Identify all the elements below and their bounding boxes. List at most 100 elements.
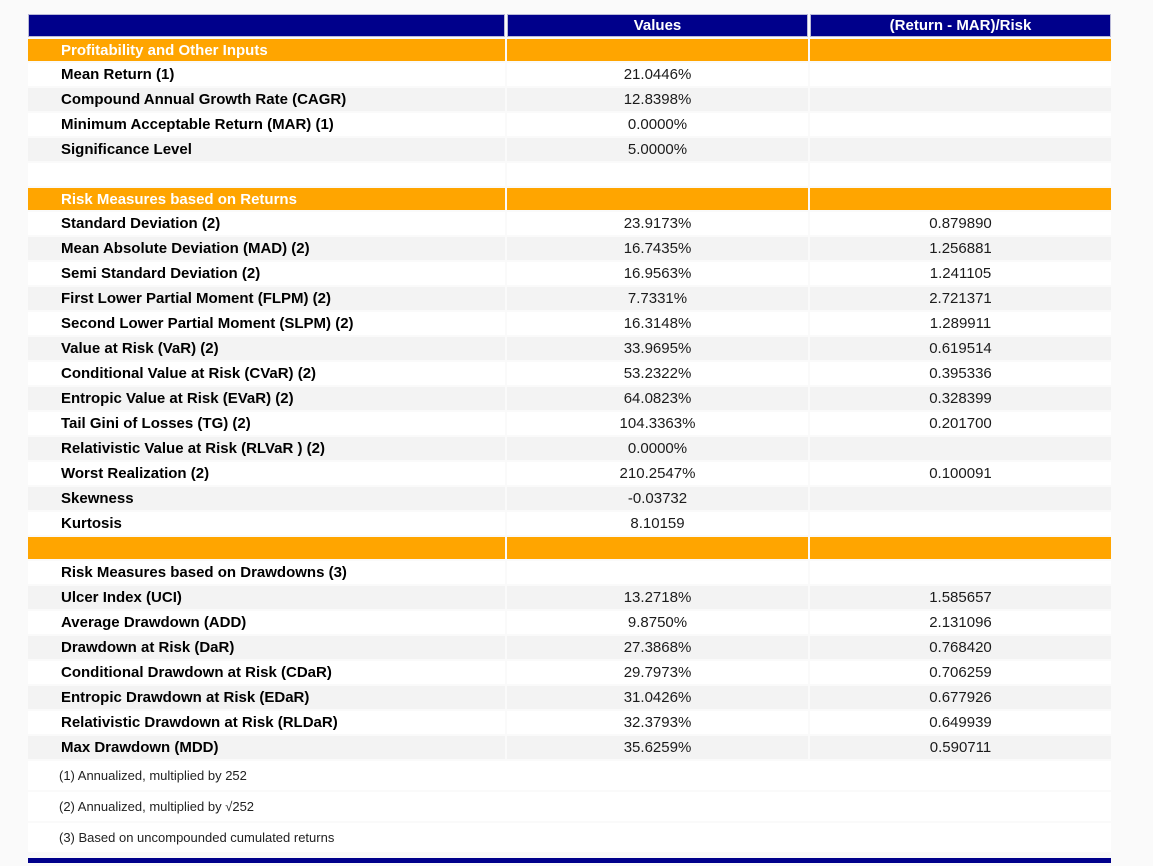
column-header-values: Values — [507, 14, 808, 37]
row-label: Relativistic Drawdown at Risk (RLDaR) — [28, 711, 505, 734]
section-cell — [810, 39, 1111, 61]
row-label: Relativistic Value at Risk (RLVaR ) (2) — [28, 437, 505, 460]
footnote-text: (1) Annualized, multiplied by 252 — [28, 761, 1111, 790]
footnote-row: (3) Based on uncompounded cumulated retu… — [28, 823, 1111, 852]
footnote-text: (2) Annualized, multiplied by √252 — [28, 792, 1111, 821]
spacer-cell — [507, 163, 808, 186]
row-value: 13.2718% — [507, 586, 808, 609]
table-row: Kurtosis 8.10159 — [28, 512, 1111, 535]
row-value: 16.7435% — [507, 237, 808, 260]
row-label: Drawdown at Risk (DaR) — [28, 636, 505, 659]
footnote-row: (1) Annualized, multiplied by 252 — [28, 761, 1111, 790]
table-row: Skewness -0.03732 — [28, 487, 1111, 510]
row-label: Risk Measures based on Drawdowns (3) — [28, 561, 505, 584]
table-bottom-border — [28, 858, 1111, 863]
row-label: Max Drawdown (MDD) — [28, 736, 505, 759]
section-cell — [507, 39, 808, 61]
table-row: Compound Annual Growth Rate (CAGR) 12.839… — [28, 88, 1111, 111]
row-ratio: 0.100091 — [810, 462, 1111, 485]
row-label: Worst Realization (2) — [28, 462, 505, 485]
row-ratio — [810, 88, 1111, 111]
row-ratio — [810, 437, 1111, 460]
row-label: Minimum Acceptable Return (MAR) (1) — [28, 113, 505, 136]
table-row: Relativistic Drawdown at Risk (RLDaR) 32.… — [28, 711, 1111, 734]
row-ratio: 0.590711 — [810, 736, 1111, 759]
row-value: 33.9695% — [507, 337, 808, 360]
report-table-body: Profitability and Other Inputs Mean Retur… — [28, 39, 1111, 852]
row-ratio — [810, 487, 1111, 510]
row-label: Second Lower Partial Moment (SLPM) (2) — [28, 312, 505, 335]
table-row: Standard Deviation (2) 23.9173% 0.879890 — [28, 212, 1111, 235]
row-label: Entropic Value at Risk (EVaR) (2) — [28, 387, 505, 410]
row-ratio: 0.768420 — [810, 636, 1111, 659]
spacer-cell — [28, 163, 505, 186]
row-label: Value at Risk (VaR) (2) — [28, 337, 505, 360]
row-value: 210.2547% — [507, 462, 808, 485]
row-label: Average Drawdown (ADD) — [28, 611, 505, 634]
section-cell — [810, 188, 1111, 210]
row-ratio: 0.879890 — [810, 212, 1111, 235]
section-cell — [810, 537, 1111, 559]
table-row: Risk Measures based on Drawdowns (3) — [28, 561, 1111, 584]
row-value: 16.3148% — [507, 312, 808, 335]
column-header-blank — [28, 14, 505, 37]
row-label: Ulcer Index (UCI) — [28, 586, 505, 609]
row-label: First Lower Partial Moment (FLPM) (2) — [28, 287, 505, 310]
table-row: Significance Level 5.0000% — [28, 138, 1111, 161]
table-row: Mean Return (1) 21.0446% — [28, 63, 1111, 86]
row-value: 5.0000% — [507, 138, 808, 161]
row-label: Mean Return (1) — [28, 63, 505, 86]
row-ratio: 0.649939 — [810, 711, 1111, 734]
row-label: Conditional Value at Risk (CVaR) (2) — [28, 362, 505, 385]
spacer-cell — [810, 163, 1111, 186]
table-row: Tail Gini of Losses (TG) (2) 104.3363% 0.2… — [28, 412, 1111, 435]
row-value: 31.0426% — [507, 686, 808, 709]
table-row: Conditional Value at Risk (CVaR) (2) 53.2… — [28, 362, 1111, 385]
row-ratio: 0.706259 — [810, 661, 1111, 684]
table-row: Entropic Drawdown at Risk (EDaR) 31.0426%… — [28, 686, 1111, 709]
row-value: 23.9173% — [507, 212, 808, 235]
row-value: 29.7973% — [507, 661, 808, 684]
row-ratio — [810, 561, 1111, 584]
row-value: 21.0446% — [507, 63, 808, 86]
table-row: Mean Absolute Deviation (MAD) (2) 16.7435… — [28, 237, 1111, 260]
row-ratio: 0.395336 — [810, 362, 1111, 385]
row-value: 27.3868% — [507, 636, 808, 659]
row-value: 0.0000% — [507, 437, 808, 460]
section-header-row: Profitability and Other Inputs — [28, 39, 1111, 61]
row-ratio — [810, 113, 1111, 136]
row-value: 9.8750% — [507, 611, 808, 634]
row-value — [507, 561, 808, 584]
table-row: Drawdown at Risk (DaR) 27.3868% 0.768420 — [28, 636, 1111, 659]
report-table: Values (Return - MAR)/Risk Profitability… — [26, 12, 1113, 854]
table-row: Ulcer Index (UCI) 13.2718% 1.585657 — [28, 586, 1111, 609]
row-label: Skewness — [28, 487, 505, 510]
row-value: 16.9563% — [507, 262, 808, 285]
footnote-text: (3) Based on uncompounded cumulated retu… — [28, 823, 1111, 852]
row-ratio: 1.256881 — [810, 237, 1111, 260]
row-value: 35.6259% — [507, 736, 808, 759]
table-row: First Lower Partial Moment (FLPM) (2) 7.7… — [28, 287, 1111, 310]
row-ratio: 1.289911 — [810, 312, 1111, 335]
row-ratio — [810, 512, 1111, 535]
section-cell — [507, 188, 808, 210]
table-row: Average Drawdown (ADD) 9.8750% 2.131096 — [28, 611, 1111, 634]
table-row: Entropic Value at Risk (EVaR) (2) 64.0823… — [28, 387, 1111, 410]
row-label: Entropic Drawdown at Risk (EDaR) — [28, 686, 505, 709]
section-title — [28, 537, 505, 559]
footnote-row: (2) Annualized, multiplied by √252 — [28, 792, 1111, 821]
table-row: Relativistic Value at Risk (RLVaR ) (2) 0… — [28, 437, 1111, 460]
row-value: 0.0000% — [507, 113, 808, 136]
section-header-row: Risk Measures based on Returns — [28, 188, 1111, 210]
table-row: Value at Risk (VaR) (2) 33.9695% 0.619514 — [28, 337, 1111, 360]
row-value: 12.8398% — [507, 88, 808, 111]
row-value: -0.03732 — [507, 487, 808, 510]
section-title: Risk Measures based on Returns — [28, 188, 505, 210]
row-label: Tail Gini of Losses (TG) (2) — [28, 412, 505, 435]
section-title: Profitability and Other Inputs — [28, 39, 505, 61]
row-value: 7.7331% — [507, 287, 808, 310]
row-label: Significance Level — [28, 138, 505, 161]
risk-report: Values (Return - MAR)/Risk Profitability… — [26, 12, 1113, 863]
row-ratio: 1.585657 — [810, 586, 1111, 609]
spacer-row — [28, 163, 1111, 186]
